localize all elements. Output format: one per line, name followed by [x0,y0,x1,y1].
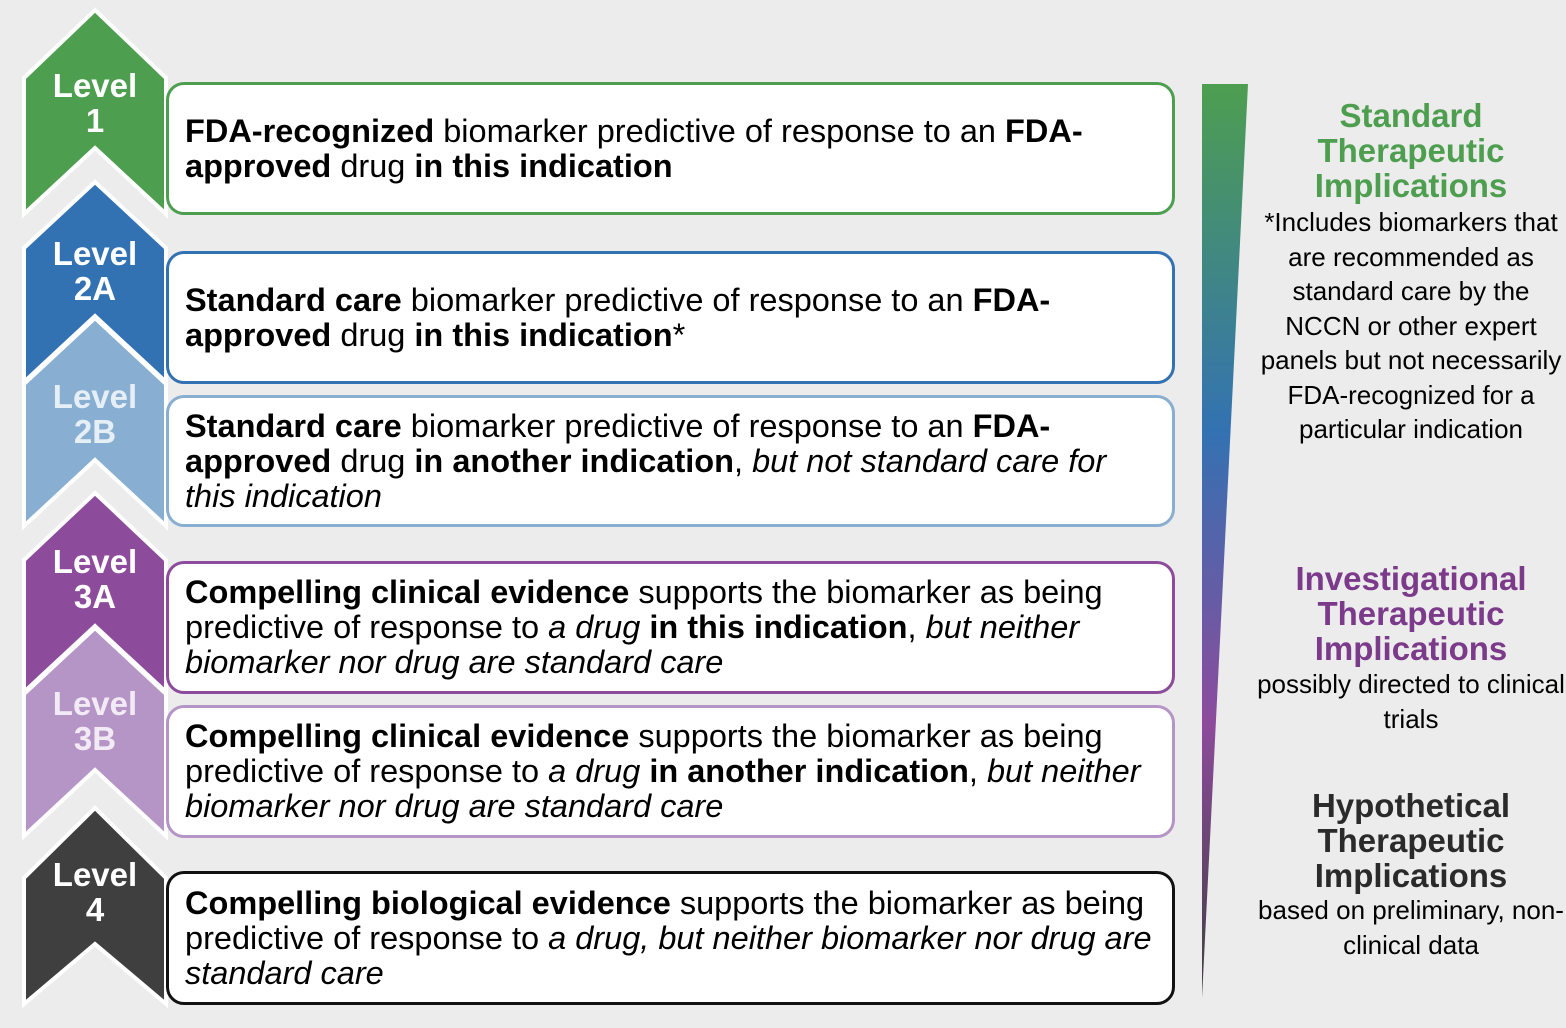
hypothetical-implications-heading: Hypothetical Therapeutic Implications [1311,787,1511,894]
level-3b-text-run-1: supports the biomarker as being predicti… [185,718,1103,789]
level-2a-text-run-3: drug [331,316,415,353]
level-3b-text-run-5: , [968,753,987,789]
level-4-text-run-0: Compelling biological evidence [185,884,671,921]
level-1-label: Level 1 [52,67,138,139]
level-3a-text-run-3 [640,609,649,645]
level-2a-text-run-1: biomarker predictive of response to an [401,281,973,318]
level-2b-text-run-4: in another indication [414,442,734,479]
level-1-text-run-2: FDA-approved [185,112,1083,184]
level-3b-text-run-3 [640,753,649,789]
level-2b-text-run-1: biomarker predictive of response to an [401,407,973,444]
level-2b-text-run-5: , [734,442,753,479]
level-3a-text-run-6: but neither biomarker nor drug are stand… [185,609,1080,680]
level-3b-text-run-2: a drug [548,753,641,789]
level-1-text-run-4: in this indication [414,147,673,184]
level-4-description: Compelling biological evidence supports … [166,871,1175,1005]
level-4-label: Level 4 [52,856,138,928]
level-2a-text-run-0: Standard care [185,281,402,318]
level-3a-label: Level 3A [52,543,138,615]
level-2b-description: Standard care biomarker predictive of re… [166,395,1175,527]
level-2b-text-run-3: drug [331,442,415,479]
level-3b-label: Level 3B [52,685,138,757]
level-3a-text-run-1: supports the biomarker as being predicti… [185,574,1103,645]
level-3a-chevron [22,490,168,697]
level-1-text-run-1: biomarker predictive of response to an [434,112,1006,149]
standard-implications-note: *Includes biomarkers that are recommende… [1260,207,1562,444]
level-2b-text-run-6: but not standard care for this indicatio… [185,442,1107,514]
level-3a-text-run-0: Compelling clinical evidence [185,574,630,610]
level-2b-label: Level 2B [52,378,138,450]
level-3b-text: Compelling clinical evidence supports th… [185,719,1160,824]
level-4-text-run-2: a drug, but neither biomarker nor drug a… [185,919,1152,991]
level-4-text-run-1: supports the biomarker as being predicti… [185,884,1145,956]
level-1-text-run-0: FDA-recognized [185,112,435,149]
level-3b-text-run-6: but neither biomarker nor drug are stand… [185,753,1141,824]
level-3b-text-run-0: Compelling clinical evidence [185,718,630,754]
level-2a-label: Level 2A [52,235,138,307]
standard-implications-heading: Standard Therapeutic Implications [1314,97,1508,204]
level-2a-text-run-4: in this indication [414,316,673,353]
level-2a-chevron [22,179,168,387]
level-2a-text: Standard care biomarker predictive of re… [185,281,1160,353]
level-3b-description: Compelling clinical evidence supports th… [166,705,1175,838]
level-1-description: FDA-recognized biomarker predictive of r… [166,82,1175,215]
level-3a-text-run-5: , [907,609,926,645]
level-2a-text-run-2: FDA-approved [185,281,1051,353]
level-4-chevron [22,805,168,1009]
level-3a-text: Compelling clinical evidence supports th… [185,575,1160,680]
evidence-gradient-wedge [1202,84,1248,998]
level-3a-text-run-4: in this indication [649,609,908,645]
level-3b-text-run-4: in another indication [649,753,969,789]
investigational-implications-heading: Investigational Therapeutic Implications [1295,560,1527,667]
level-2b-text-run-2: FDA-approved [185,407,1051,479]
hypothetical-implications-note: based on preliminary, non-clinical data [1258,895,1564,960]
investigational-implications-note: possibly directed to clinical trials [1257,669,1565,734]
level-1-text-run-3: drug [331,147,415,184]
level-2b-text: Standard care biomarker predictive of re… [185,407,1160,514]
level-2b-text-run-0: Standard care [185,407,402,444]
level-3a-description: Compelling clinical evidence supports th… [166,561,1175,694]
level-1-text: FDA-recognized biomarker predictive of r… [185,112,1160,184]
level-4-text: Compelling biological evidence supports … [185,884,1160,991]
level-2a-description: Standard care biomarker predictive of re… [166,251,1175,384]
level-2a-text-run-5: * [672,316,686,353]
level-1-chevron [22,7,168,219]
level-3a-text-run-2: a drug [548,609,641,645]
